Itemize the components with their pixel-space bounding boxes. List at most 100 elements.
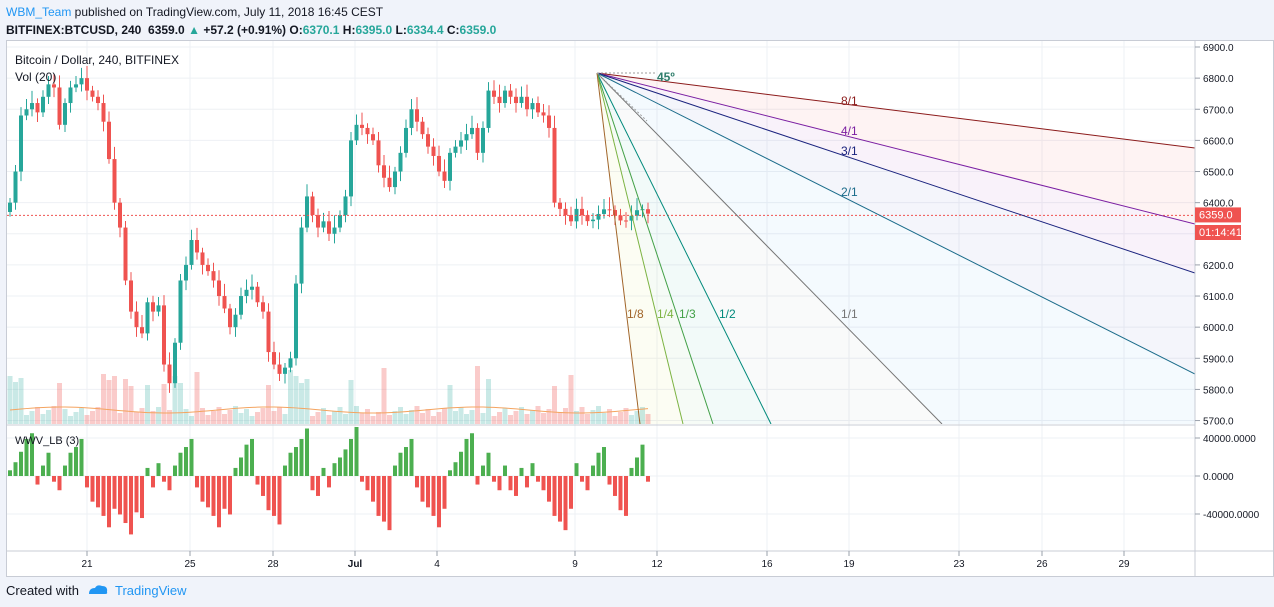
chart-canvas[interactable]: 45º 8/1 4/1 3/1 2/1 1/1 1/2 1/3 1/4 1/8 … <box>7 41 1273 576</box>
candle-body <box>492 90 496 97</box>
tradingview-link[interactable]: TradingView <box>114 582 187 598</box>
candle-body <box>90 90 95 97</box>
gann-line-1-1[interactable] <box>596 72 943 424</box>
open-value: 6370.1 <box>302 23 340 37</box>
gann-line-1-3[interactable] <box>596 72 714 424</box>
candle-body <box>349 140 353 197</box>
time-tick: 16 <box>761 559 773 570</box>
wwv-legend[interactable]: WWV_LB (3) <box>15 435 79 447</box>
candle-body <box>618 215 623 221</box>
volume-bar <box>123 379 128 424</box>
candle-body <box>206 264 210 272</box>
osc-bar <box>536 476 540 482</box>
candle-body <box>178 280 183 343</box>
candle-body <box>459 140 463 147</box>
price-tick: 5700.0 <box>1203 417 1234 428</box>
volume-bar <box>79 408 84 424</box>
gann-line-8-1[interactable] <box>596 72 1195 149</box>
time-tick: 21 <box>81 559 93 570</box>
candle-body <box>123 227 128 281</box>
volume-bar <box>145 385 150 424</box>
volume-bar <box>266 385 271 424</box>
gann-fan-lines[interactable] <box>596 72 1195 424</box>
osc-bar <box>8 470 12 476</box>
gann-line-1-4[interactable] <box>596 72 684 424</box>
chart-container[interactable]: 45º 8/1 4/1 3/1 2/1 1/1 1/2 1/3 1/4 1/8 … <box>6 40 1274 577</box>
time-tick: 28 <box>267 559 279 570</box>
volume-bar <box>535 406 541 424</box>
candle-body <box>222 296 227 309</box>
time-axis[interactable]: 21 25 28 Jul 4 9 12 16 19 23 26 29 <box>81 551 1130 570</box>
volume-ma-line <box>9 406 649 414</box>
volume-bar <box>541 413 546 424</box>
osc-bar <box>184 447 188 476</box>
volume-bar <box>106 380 112 424</box>
volume-bar <box>469 410 475 424</box>
candle-body <box>536 103 540 113</box>
osc-bar <box>486 452 491 476</box>
price-tick: 6200.0 <box>1203 261 1234 272</box>
osc-bar <box>376 476 381 516</box>
osc-tick: -40000.0000 <box>1203 510 1260 521</box>
gann-angle-guide <box>596 72 648 122</box>
candle-body <box>173 342 177 384</box>
time-tick: 26 <box>1036 559 1048 570</box>
candle-body <box>596 213 601 220</box>
osc-bar <box>255 476 260 485</box>
osc-bar <box>145 467 150 476</box>
osc-bar <box>508 476 513 491</box>
volume-bar <box>46 410 51 424</box>
candle-body <box>112 159 117 203</box>
volume-bar <box>557 412 563 424</box>
osc-axis[interactable]: 40000.0000 0.0000 -40000.0000 <box>1195 434 1260 521</box>
candle-body <box>13 171 18 203</box>
candle-body <box>470 127 474 135</box>
candle-body <box>547 115 551 128</box>
candle-body <box>382 165 386 178</box>
candle-body <box>448 152 452 181</box>
price-tick: 6400.0 <box>1203 199 1234 210</box>
osc-bar <box>470 433 474 476</box>
osc-bar <box>640 444 645 476</box>
volume-bar <box>574 411 579 424</box>
gann-line-4-1[interactable] <box>596 72 1195 225</box>
volume-legend[interactable]: Vol (20) <box>15 70 56 84</box>
gann-line-1-2[interactable] <box>596 72 772 424</box>
candle-body <box>371 134 375 141</box>
osc-bar <box>387 476 392 531</box>
tradingview-brand[interactable]: TradingView <box>87 583 187 598</box>
volume-bar <box>337 407 343 424</box>
osc-bar <box>563 476 568 531</box>
volume-bar <box>519 407 524 424</box>
candle-body <box>101 103 106 122</box>
price-tick: 6600.0 <box>1203 136 1234 147</box>
change-value: +57.2 (+0.91%) <box>203 23 287 37</box>
candle-body <box>415 109 419 122</box>
volume-bar <box>392 411 398 424</box>
gann-line-2-1[interactable] <box>596 72 1195 375</box>
candle-body <box>327 221 331 234</box>
volume-bar <box>51 406 57 424</box>
symbol-legend[interactable]: Bitcoin / Dollar, 240, BITFINEX <box>15 53 179 67</box>
osc-bar <box>195 476 199 488</box>
osc-bar <box>96 476 100 508</box>
volume-bar <box>370 416 376 424</box>
price-axis[interactable]: 6900.06800.06700.06600.06500.06400.06300… <box>1195 43 1234 428</box>
volume-bar <box>326 415 332 424</box>
symbol-label: BITFINEX:BTCUSD, 240 <box>6 23 142 37</box>
osc-bar <box>514 476 518 496</box>
candle-body <box>602 209 606 214</box>
volume-bar <box>321 408 326 424</box>
volume-bar <box>310 416 315 424</box>
osc-bar <box>41 465 45 476</box>
gann-line-3-1[interactable] <box>596 72 1195 274</box>
volume-bar <box>260 408 266 424</box>
osc-bar <box>437 476 441 528</box>
osc-bar <box>151 476 155 488</box>
osc-bar <box>19 451 23 476</box>
author-link[interactable]: WBM_Team <box>6 5 72 19</box>
price-candles <box>8 65 650 393</box>
gann-line-1-8[interactable] <box>596 72 641 424</box>
volume-bar <box>161 384 167 424</box>
osc-bar <box>415 476 419 488</box>
